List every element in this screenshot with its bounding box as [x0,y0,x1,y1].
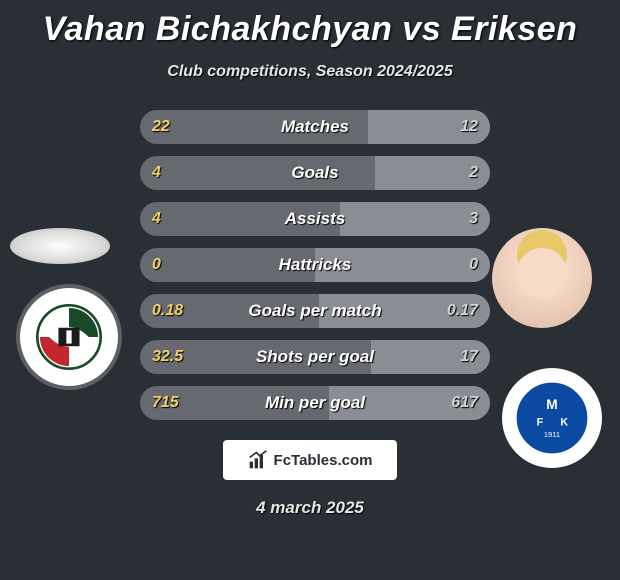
svg-text:K: K [560,417,568,429]
player-right-avatar [492,228,592,328]
player-left-avatar [10,228,110,264]
stat-row: 2212Matches [140,110,490,144]
stat-label: Assists [140,202,490,236]
stat-label: Goals per match [140,294,490,328]
stat-row: 00Hattricks [140,248,490,282]
stat-label: Matches [140,110,490,144]
club-badge-right: M F K 1911 [502,368,602,468]
stat-row: 32.517Shots per goal [140,340,490,374]
molde-badge-icon: M F K 1911 [514,380,590,456]
brand-text: FcTables.com [274,452,373,469]
stat-label: Shots per goal [140,340,490,374]
stat-row: 42Goals [140,156,490,190]
brand-badge: FcTables.com [223,440,397,480]
stat-label: Goals [140,156,490,190]
legia-badge-icon [36,304,102,370]
svg-text:F: F [537,417,544,429]
svg-text:1911: 1911 [544,430,560,439]
page-subtitle: Club competitions, Season 2024/2025 [0,63,620,81]
club-badge-left [20,288,118,386]
stat-row: 0.180.17Goals per match [140,294,490,328]
page-title: Vahan Bichakhchyan vs Eriksen [0,0,620,49]
comparison-chart: M F K 1911 2212Matches 42Goals 43Assists 00… [0,110,620,440]
stat-row: 43Assists [140,202,490,236]
bar-chart-icon [248,450,268,470]
footer-date: 4 march 2025 [0,498,620,518]
svg-text:M: M [546,397,557,412]
stat-label: Hattricks [140,248,490,282]
stat-row: 715617Min per goal [140,386,490,420]
stat-label: Min per goal [140,386,490,420]
bar-rows-container: 2212Matches 42Goals 43Assists 00Hattricks 0.… [140,110,490,432]
